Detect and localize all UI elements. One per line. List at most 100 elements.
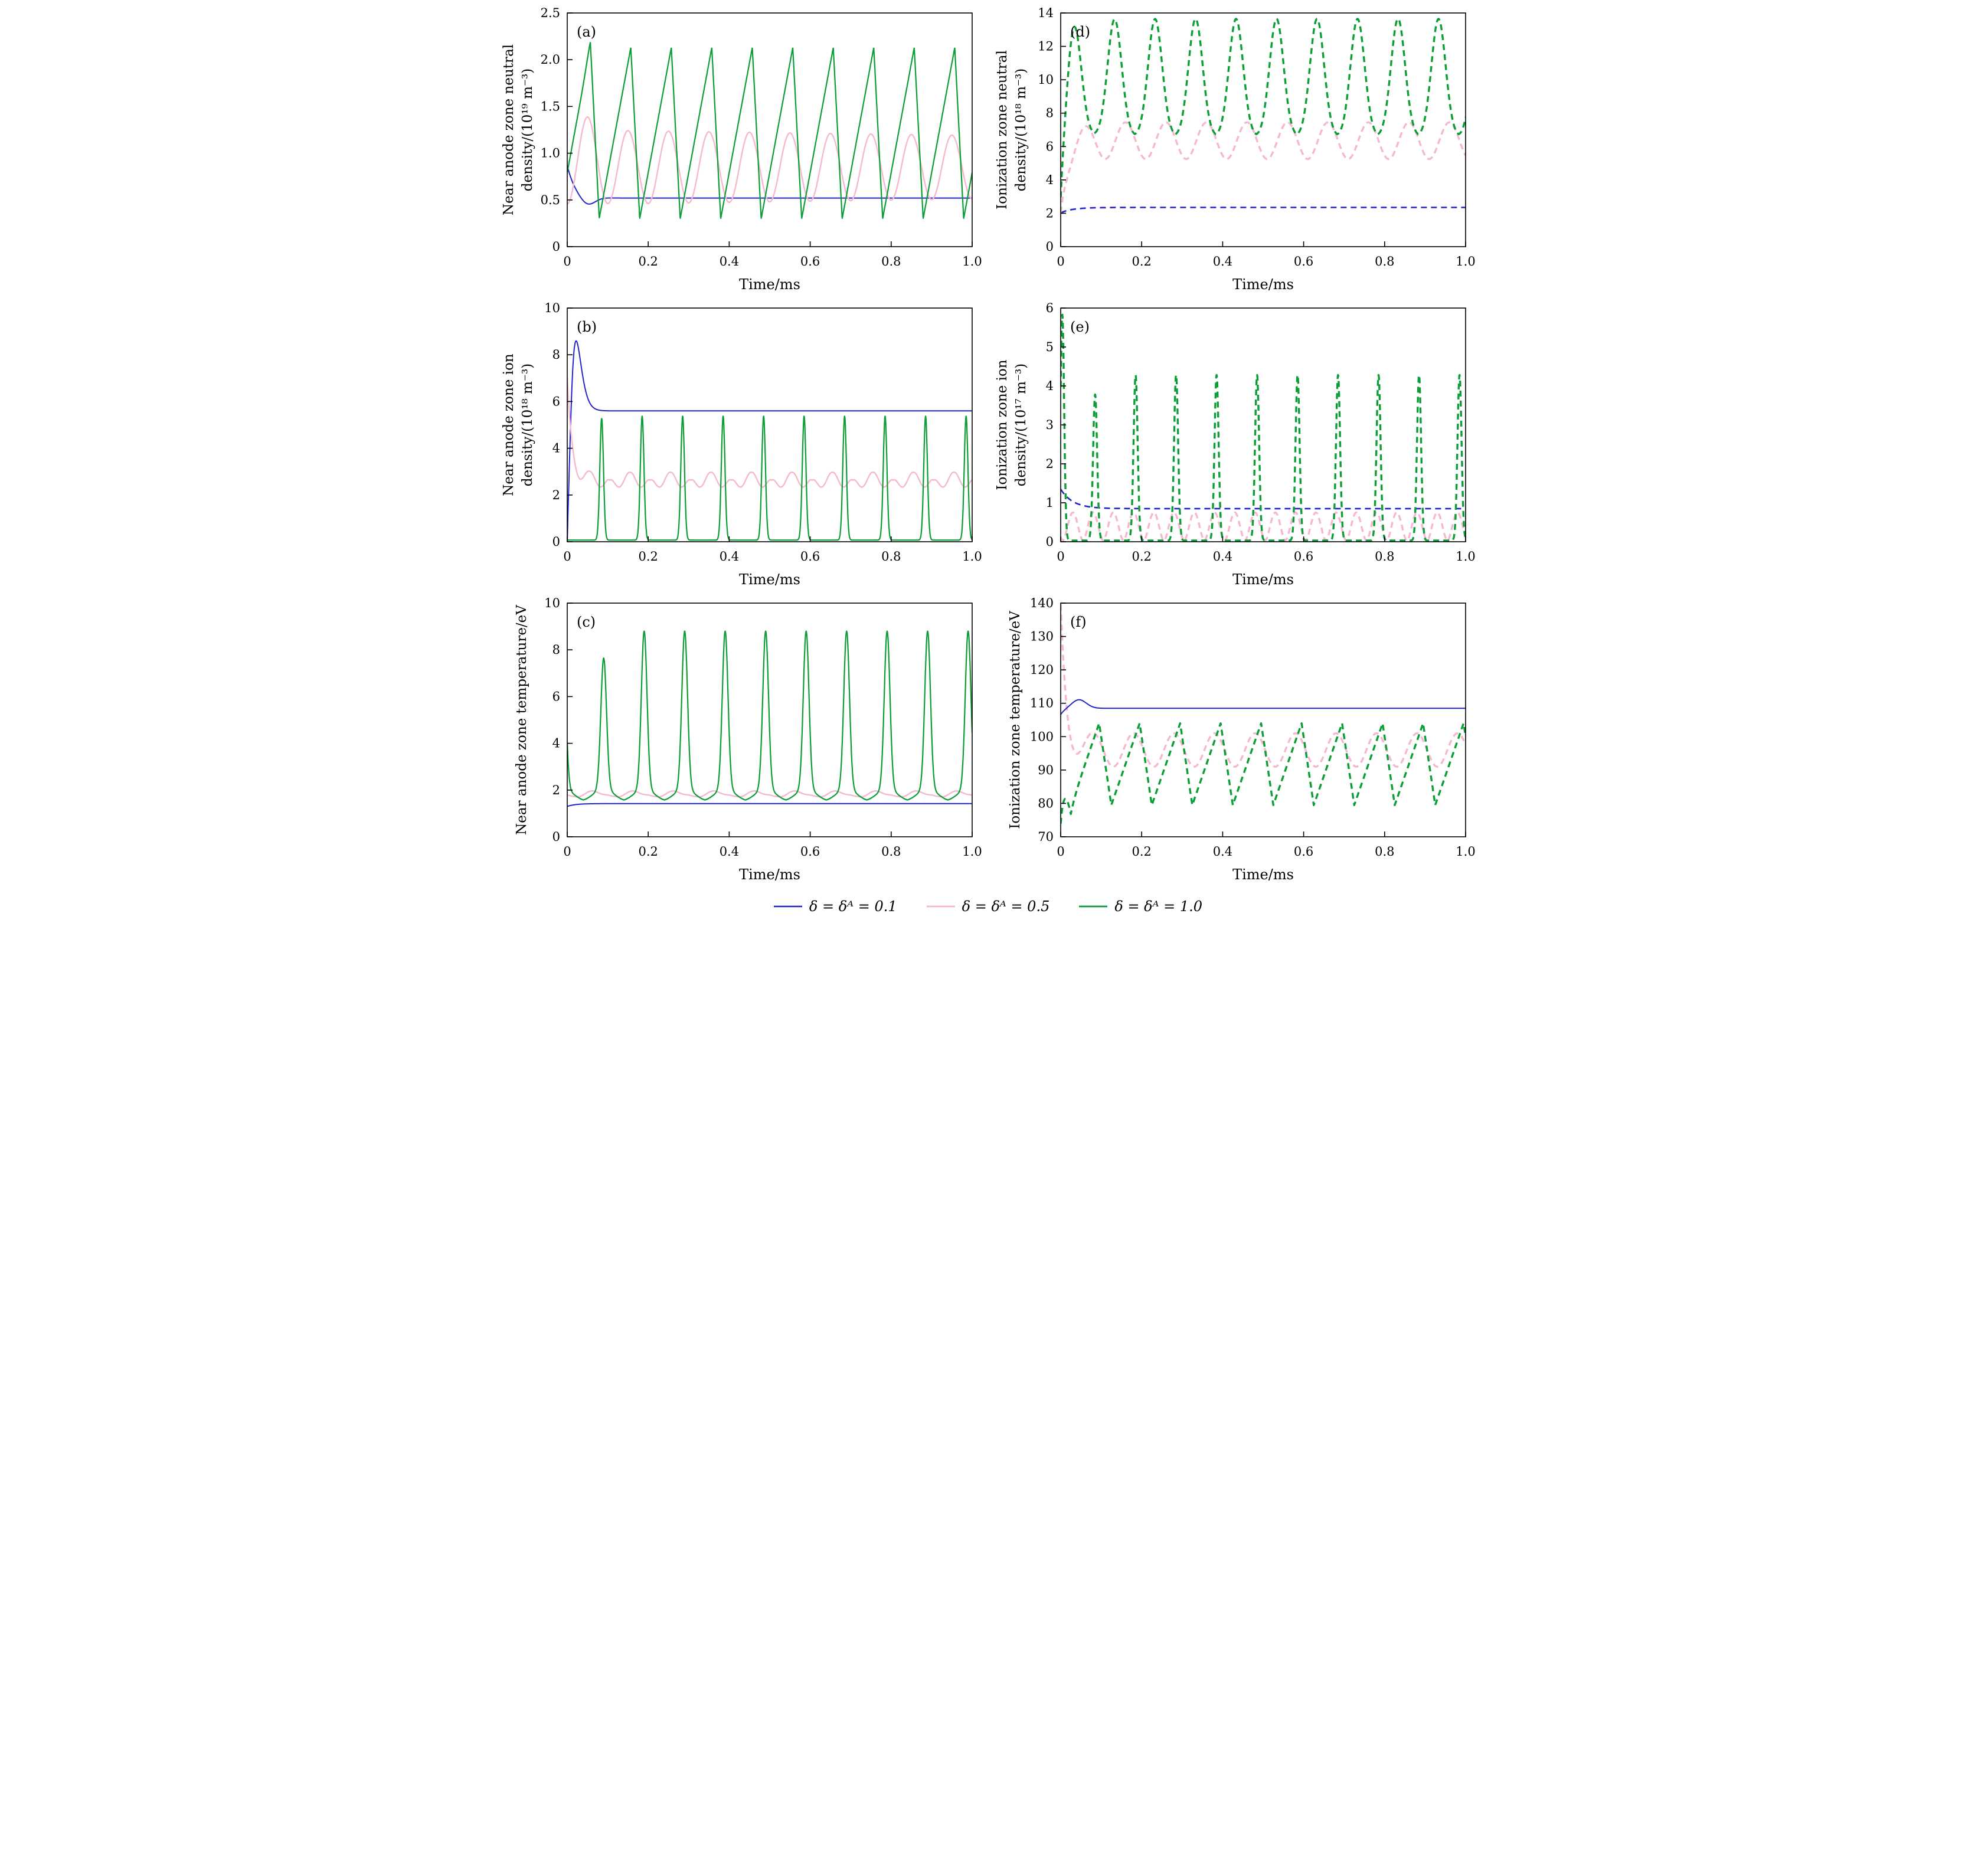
y-tick-label: 14 bbox=[1038, 6, 1054, 20]
x-tick-label: 0.6 bbox=[1293, 254, 1313, 269]
series-d-delta-0p5 bbox=[1060, 121, 1466, 213]
y-tick-label: 8 bbox=[1045, 106, 1053, 120]
axes-box bbox=[1060, 12, 1466, 247]
y-tick-label: 8 bbox=[552, 348, 560, 362]
x-tick-label: 0 bbox=[563, 549, 571, 564]
y-tick-label: 6 bbox=[552, 394, 560, 408]
series-f-delta-0p1 bbox=[1060, 699, 1466, 715]
x-tick-label: 0.6 bbox=[800, 254, 819, 269]
y-tick-label: 1.5 bbox=[540, 99, 560, 113]
y-tick-label: 0 bbox=[552, 830, 560, 844]
series-a-delta-0p5 bbox=[567, 116, 972, 205]
y-tick-label: 6 bbox=[1045, 139, 1053, 153]
y-tick-label: 10 bbox=[1038, 73, 1054, 87]
x-tick-label: 0.4 bbox=[719, 254, 738, 269]
x-tick-label: 1.0 bbox=[962, 844, 982, 859]
x-tick-label: 0.4 bbox=[1212, 844, 1232, 859]
y-tick-label: 0.5 bbox=[540, 193, 560, 207]
y-tick-label: 6 bbox=[1045, 301, 1053, 315]
chart-b: 0 0.2 0.4 0.6 0.8 1.0 0 2 4 6 8 10 (b) Time/ms Near an… bbox=[501, 301, 982, 588]
y-axis-label: density/(10¹⁸ m⁻³) bbox=[1013, 68, 1029, 191]
series-a-delta-0p1 bbox=[567, 165, 972, 205]
y-tick-label: 80 bbox=[1038, 796, 1054, 810]
y-tick-label: 2 bbox=[552, 488, 560, 502]
y-tick-label: 4 bbox=[1045, 173, 1053, 187]
axes-box bbox=[566, 307, 973, 542]
y-tick-label: 6 bbox=[552, 689, 560, 703]
y-axis-label: Near anode zone neutral bbox=[501, 44, 516, 215]
panel-letter: (d) bbox=[1070, 24, 1090, 40]
series-f-delta-1p0 bbox=[1060, 722, 1466, 824]
axes-box bbox=[1060, 307, 1466, 542]
x-tick-label: 0.6 bbox=[1293, 549, 1313, 564]
panel-a: 0 0.2 0.4 0.6 0.8 1.0 0 0.5 1.0 1.5 2.0 2.5 (a) Time/… bbox=[494, 4, 988, 299]
y-axis-label: Near anode zone ion bbox=[501, 353, 516, 496]
x-tick-label: 0 bbox=[1057, 254, 1064, 269]
panel-letter: (e) bbox=[1070, 319, 1090, 335]
panel-f: 0 0.2 0.4 0.6 0.8 1.0 70 80 90 100 110 120 130 140 (f)… bbox=[988, 594, 1481, 889]
y-axis-label: density/(10¹⁷ m⁻³) bbox=[1013, 364, 1029, 486]
y-tick-label: 130 bbox=[1029, 630, 1053, 644]
series-d-delta-0p1 bbox=[1060, 207, 1466, 214]
chart-a: 0 0.2 0.4 0.6 0.8 1.0 0 0.5 1.0 1.5 2.0 2.5 (a) Time/… bbox=[501, 6, 982, 293]
y-tick-label: 0 bbox=[552, 535, 560, 549]
series-c-delta-0p1 bbox=[567, 803, 972, 807]
x-tick-label: 0.4 bbox=[719, 844, 738, 859]
legend-label-0p5: δ = δᴬ = 0.5 bbox=[962, 898, 1050, 915]
x-tick-label: 0.8 bbox=[1375, 844, 1394, 859]
y-tick-label: 0 bbox=[1045, 535, 1053, 549]
y-tick-label: 2 bbox=[552, 783, 560, 797]
y-tick-label: 140 bbox=[1029, 596, 1053, 610]
legend-item-0p5: δ = δᴬ = 0.5 bbox=[926, 898, 1050, 915]
y-tick-label: 2 bbox=[1045, 206, 1053, 220]
legend: δ = δᴬ = 0.1 δ = δᴬ = 0.5 δ = δᴬ = 1.0 bbox=[494, 889, 1482, 930]
y-axis-label: Ionization zone neutral bbox=[995, 50, 1010, 209]
y-tick-label: 1 bbox=[1045, 496, 1053, 510]
x-tick-label: 0 bbox=[1057, 844, 1064, 859]
x-tick-label: 0.2 bbox=[1132, 844, 1151, 859]
x-tick-label: 0 bbox=[1057, 549, 1064, 564]
y-tick-label: 3 bbox=[1045, 418, 1053, 432]
series-a-delta-1p0 bbox=[567, 42, 972, 219]
axes-box bbox=[566, 603, 973, 837]
series-b-delta-0p1 bbox=[567, 340, 972, 542]
x-tick-label: 0 bbox=[563, 844, 571, 859]
x-axis-label: Time/ms bbox=[739, 866, 800, 883]
chart-e: 0 0.2 0.4 0.6 0.8 1.0 0 1 2 3 4 5 6 (e) Time/ms Ionizat… bbox=[995, 301, 1476, 588]
axes-box bbox=[566, 12, 973, 247]
chart-c: 0 0.2 0.4 0.6 0.8 1.0 0 2 4 6 8 10 (c) Time/ms Near an… bbox=[514, 596, 982, 883]
series-b-delta-0p5 bbox=[567, 377, 972, 488]
legend-line-pink-icon bbox=[926, 905, 955, 908]
y-tick-label: 12 bbox=[1038, 40, 1054, 54]
y-tick-label: 8 bbox=[552, 643, 560, 657]
x-tick-label: 1.0 bbox=[1456, 254, 1475, 269]
panel-grid: 0 0.2 0.4 0.6 0.8 1.0 0 0.5 1.0 1.5 2.0 2.5 (a) Time/… bbox=[494, 4, 1482, 889]
series-e-delta-0p1 bbox=[1060, 489, 1466, 510]
x-tick-label: 0.6 bbox=[800, 844, 819, 859]
y-tick-label: 2.0 bbox=[540, 53, 560, 67]
x-tick-label: 0.8 bbox=[881, 844, 901, 859]
y-axis-label: Ionization zone ion bbox=[995, 359, 1010, 490]
y-tick-label: 120 bbox=[1029, 663, 1053, 677]
panel-d: 0 0.2 0.4 0.6 0.8 1.0 0 2 4 6 8 10 12 14 (d) Time/ms Ion… bbox=[988, 4, 1481, 299]
y-tick-label: 2.5 bbox=[540, 6, 560, 20]
x-tick-label: 0.8 bbox=[881, 549, 901, 564]
axes-box bbox=[1060, 603, 1466, 837]
x-tick-label: 0.2 bbox=[638, 254, 658, 269]
series-c-delta-1p0 bbox=[567, 630, 972, 801]
y-axis-label: density/(10¹⁹ m⁻³) bbox=[520, 68, 535, 191]
y-tick-label: 0 bbox=[552, 240, 560, 254]
x-tick-label: 0.8 bbox=[881, 254, 901, 269]
legend-item-0p1: δ = δᴬ = 0.1 bbox=[773, 898, 897, 915]
y-axis-label: density/(10¹⁸ m⁻³) bbox=[520, 364, 535, 486]
chart-d: 0 0.2 0.4 0.6 0.8 1.0 0 2 4 6 8 10 12 14 (d) Time/ms Ion… bbox=[995, 6, 1476, 293]
x-axis-label: Time/ms bbox=[739, 276, 800, 293]
y-tick-label: 90 bbox=[1038, 763, 1054, 777]
y-tick-label: 5 bbox=[1045, 340, 1053, 354]
x-tick-label: 1.0 bbox=[1456, 844, 1475, 859]
x-tick-label: 0.4 bbox=[1212, 549, 1232, 564]
y-axis-label: Ionization zone temperature/eV bbox=[1008, 611, 1023, 829]
y-tick-label: 1.0 bbox=[540, 146, 560, 161]
legend-label-1p0: δ = δᴬ = 1.0 bbox=[1114, 898, 1203, 915]
chart-f: 0 0.2 0.4 0.6 0.8 1.0 70 80 90 100 110 120 130 140 (f)… bbox=[1008, 596, 1476, 883]
